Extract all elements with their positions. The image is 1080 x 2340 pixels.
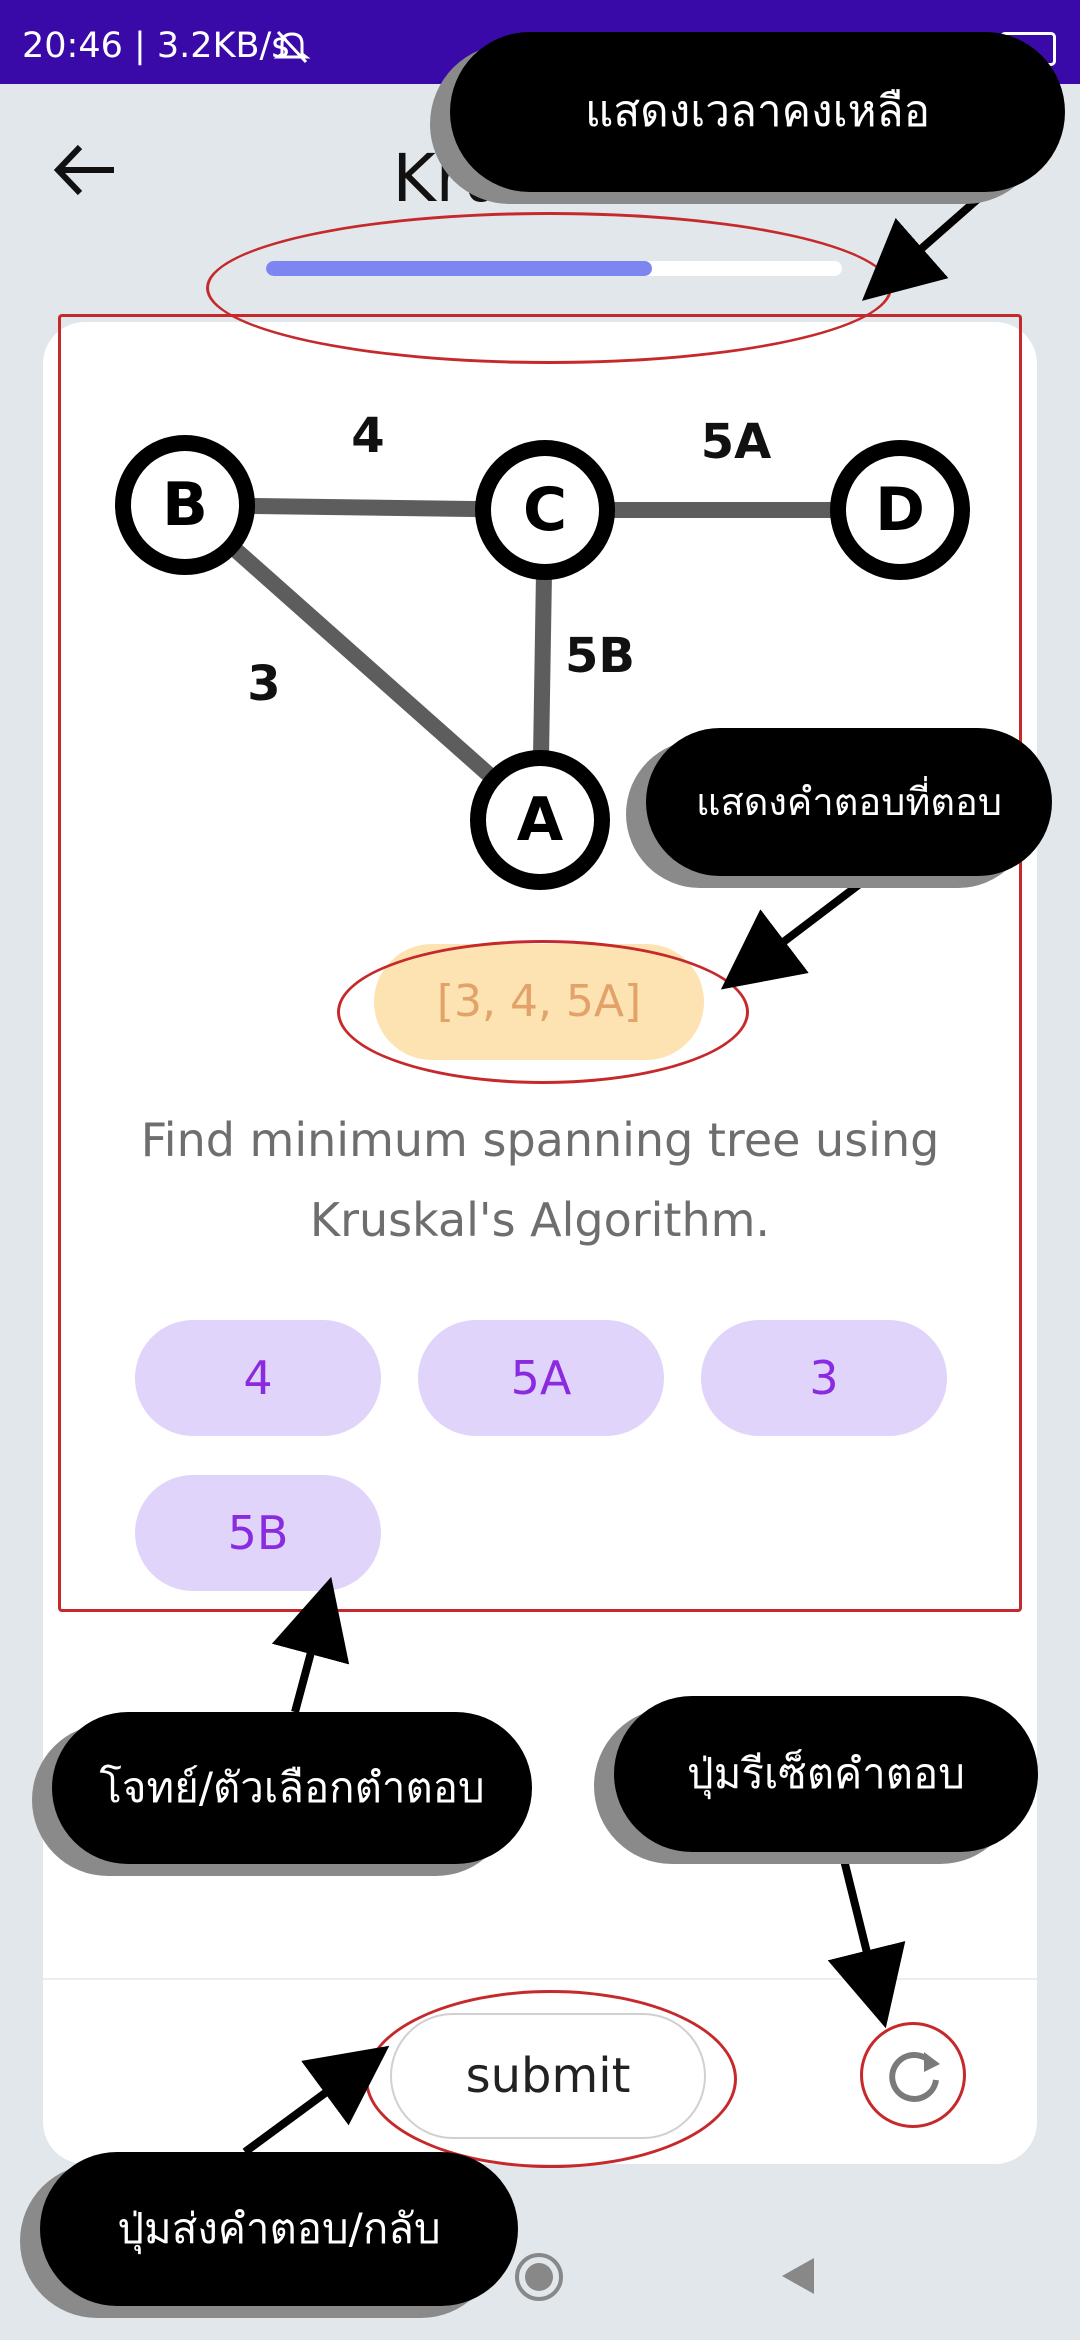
back-button[interactable] xyxy=(50,135,130,205)
arrow-to-answer xyxy=(720,876,868,990)
node-d: D xyxy=(830,440,970,580)
node-c: C xyxy=(475,440,615,580)
arrow-to-submit xyxy=(242,2045,390,2156)
node-label-a: A xyxy=(517,785,564,855)
arrow-left-icon xyxy=(53,144,114,196)
node-label-d: D xyxy=(875,475,925,545)
edge-label-4: 4 xyxy=(351,410,384,464)
home-nav-icon[interactable] xyxy=(512,2250,566,2304)
annotation-reset: ปุ่มรีเซ็ตคำตอบ xyxy=(614,1696,1038,1852)
status-time-speed: 20:46 | 3.2KB/s xyxy=(22,26,290,66)
option-button-4[interactable]: 4 xyxy=(135,1320,381,1436)
option-button-5b[interactable]: 5B xyxy=(135,1475,381,1591)
annotation-options: โจทย์/ตัวเลือกตำตอบ xyxy=(52,1712,532,1864)
node-b: B xyxy=(115,435,255,575)
annotation-outline-answer xyxy=(337,940,749,1084)
edge-label-3: 3 xyxy=(247,656,280,712)
edge-label-5b: 5B xyxy=(565,628,635,684)
back-nav-icon[interactable] xyxy=(778,2254,818,2298)
question-text: Find minimum spanning tree using Kruskal… xyxy=(110,1100,970,1260)
annotation-outline-reset xyxy=(860,2022,966,2128)
option-button-5a[interactable]: 5A xyxy=(418,1320,664,1436)
arrow-to-options xyxy=(271,1576,350,1714)
annotation-time: แสดงเวลาคงเหลือ xyxy=(450,32,1065,192)
annotation-answer: แสดงคำตอบที่ตอบ xyxy=(646,728,1052,876)
node-label-b: B xyxy=(162,470,208,540)
footer-divider xyxy=(43,1978,1037,1980)
node-label-c: C xyxy=(523,475,567,545)
node-a: A xyxy=(470,750,610,890)
arrow-to-reset xyxy=(827,1851,906,2029)
question-line-2: Kruskal's Algorithm. xyxy=(309,1193,771,1247)
annotation-outline-card xyxy=(58,314,1022,1612)
graph-diagram: 4 5A 5B 3 B C D A xyxy=(115,410,970,890)
question-line-1: Find minimum spanning tree using xyxy=(140,1113,940,1167)
annotation-submit: ปุ่มส่งคำตอบ/กลับ xyxy=(40,2152,518,2306)
edge-label-5a: 5A xyxy=(701,414,772,470)
edge-b-a xyxy=(179,499,546,826)
bell-off-icon xyxy=(273,30,311,64)
option-button-3[interactable]: 3 xyxy=(701,1320,947,1436)
